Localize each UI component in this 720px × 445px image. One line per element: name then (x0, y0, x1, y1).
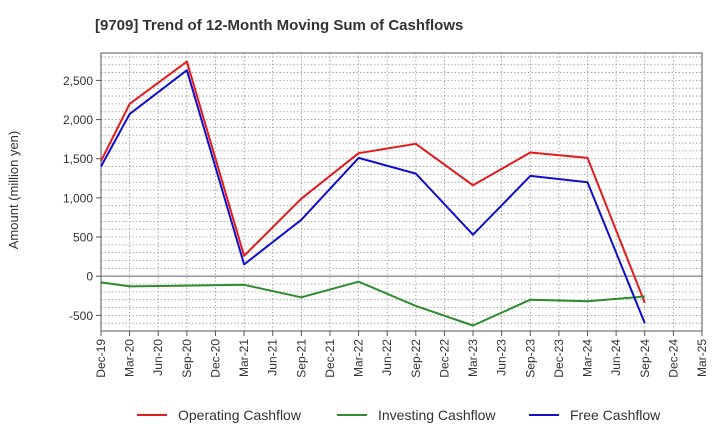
y-tick-label: 1,500 (63, 152, 93, 166)
legend-label-operating-cashflow: Operating Cashflow (178, 407, 302, 423)
legend-label-free-cashflow: Free Cashflow (570, 407, 661, 423)
y-tick-label: 1,000 (63, 191, 93, 205)
y-tick-label: 500 (73, 231, 93, 245)
chart-title: [9709] Trend of 12-Month Moving Sum of C… (95, 17, 463, 34)
x-tick-label: Jun-22 (380, 339, 394, 376)
x-tick-label: Dec-24 (666, 339, 680, 378)
x-tick-label: Sep-22 (409, 339, 423, 378)
x-tick-label: Dec-21 (323, 339, 337, 378)
legend-label-investing-cashflow: Investing Cashflow (378, 407, 496, 423)
x-tick-label: Mar-22 (352, 339, 366, 377)
x-tick-label: Jun-24 (609, 339, 623, 376)
y-tick-label: 0 (86, 270, 93, 284)
x-tick-label: Sep-24 (638, 339, 652, 378)
plot-background (101, 53, 702, 331)
y-tick-label: -500 (69, 309, 93, 323)
x-tick-label: Sep-20 (180, 339, 194, 378)
x-tick-label: Dec-19 (94, 339, 108, 378)
x-tick-label: Dec-22 (437, 339, 451, 378)
x-tick-label: Mar-25 (695, 339, 709, 377)
x-tick-label: Sep-23 (523, 339, 537, 378)
x-tick-label: Jun-20 (151, 339, 165, 376)
plot-area: -500 0 500 1,000 1,500 2,000 2,500 Dec-19 Mar-20… (63, 53, 709, 378)
x-tick-label: Jun-23 (495, 339, 509, 376)
x-tick-label: Sep-21 (294, 339, 308, 378)
y-tick-label: 2,000 (63, 113, 93, 127)
x-tick-label: Mar-23 (466, 339, 480, 377)
y-axis-label: Amount (million yen) (6, 131, 21, 250)
x-tick-label: Jun-21 (266, 339, 280, 376)
y-tick-label: 2,500 (63, 74, 93, 88)
x-tick-label: Mar-24 (581, 339, 595, 377)
legend: Operating Cashflow Investing Cashflow Free… (137, 407, 661, 423)
x-tick-label: Dec-23 (552, 339, 566, 378)
x-tick-label: Mar-20 (123, 339, 137, 377)
x-tick-label: Mar-21 (237, 339, 251, 377)
x-tick-label: Dec-20 (208, 339, 222, 378)
